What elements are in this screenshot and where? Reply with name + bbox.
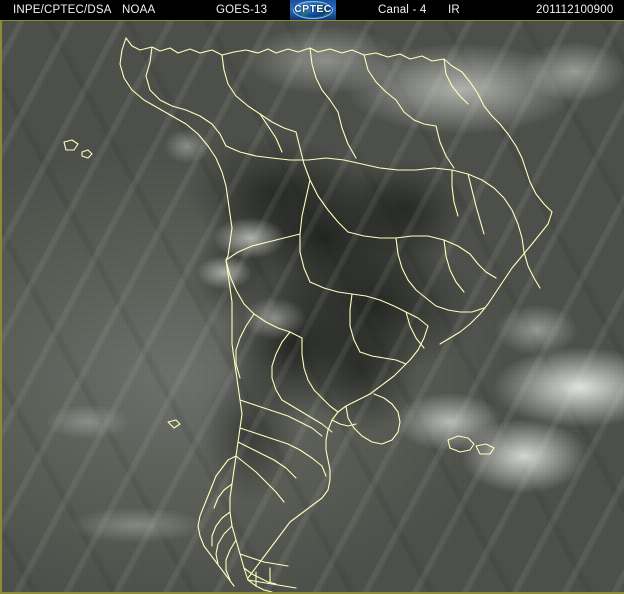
sensor-noise-layer: [0, 20, 624, 594]
satellite-image-frame: [0, 20, 624, 594]
globe-ring-icon: [293, 1, 333, 19]
timestamp-label: 201112100900: [536, 4, 614, 16]
infrared-satellite-image: [0, 20, 624, 594]
cold-cloud-layer: [0, 20, 624, 594]
agency-label: INPE/CPTEC/DSA: [13, 4, 112, 16]
cptec-logo-text: CPTEC: [294, 3, 332, 15]
coastline-overlay: [63, 37, 553, 593]
satellite-label: GOES-13: [216, 4, 268, 16]
cptec-logo: CPTEC: [290, 0, 336, 20]
band-label: IR: [448, 4, 460, 16]
channel-label: Canal - 4: [378, 4, 427, 16]
image-header-bar: INPE/CPTEC/DSA NOAA GOES-13 CPTEC Canal …: [0, 0, 624, 20]
operator-label: NOAA: [122, 4, 156, 16]
